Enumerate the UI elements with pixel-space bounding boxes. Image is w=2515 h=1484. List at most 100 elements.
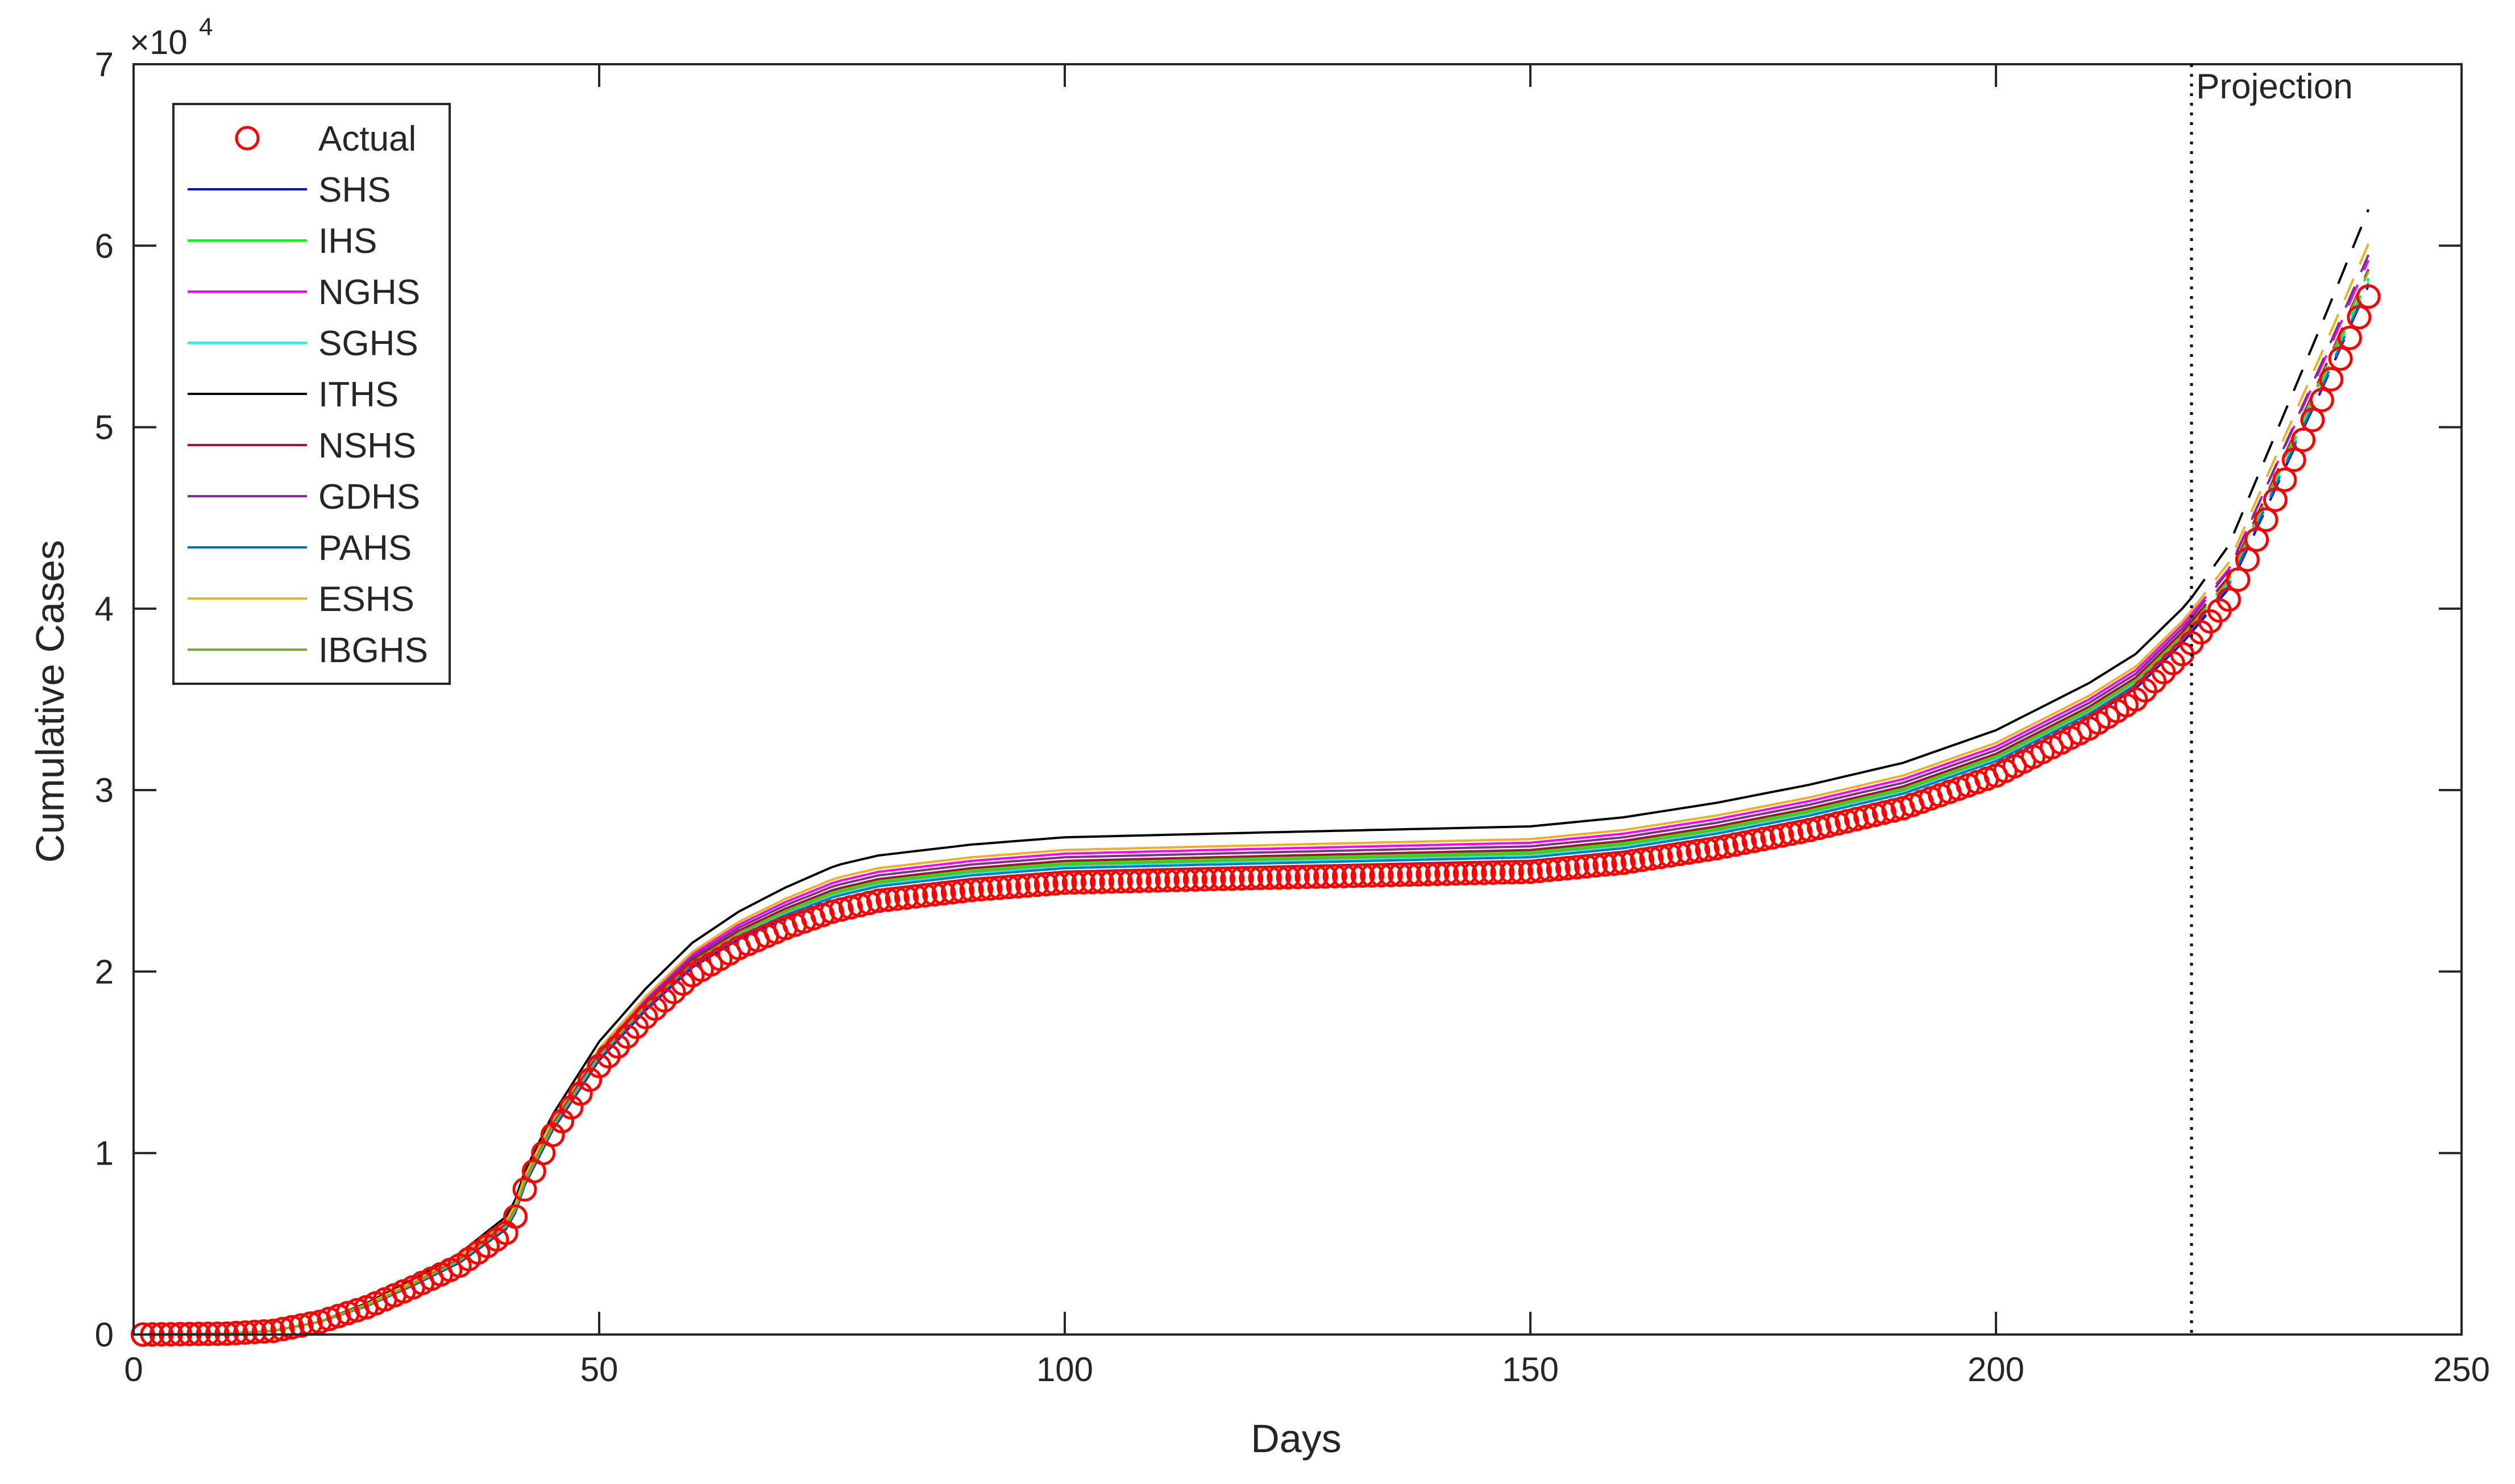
x-tick-label: 250 [2433, 1350, 2490, 1389]
actual-point [1034, 872, 1059, 896]
y-exponent-label: ×10 4 [130, 13, 213, 61]
actual-point [866, 888, 891, 913]
actual-point [1452, 861, 1478, 886]
actual-point [2356, 284, 2381, 309]
actual-point [1462, 861, 1487, 886]
actual-point [1862, 803, 1887, 828]
actual-point [894, 885, 919, 910]
actual-point [1741, 829, 1766, 853]
y-axis-label: Cumulative Cases [28, 540, 72, 863]
actual-point [1192, 867, 1217, 892]
actual-point [1080, 870, 1105, 895]
actual-point [1229, 866, 1254, 891]
actual-point [1835, 809, 1860, 834]
actual-point [1201, 867, 1226, 892]
actual-point [1248, 866, 1273, 891]
actual-point [1546, 857, 1571, 882]
x-tick-label: 150 [1502, 1350, 1559, 1389]
actual-point [503, 1204, 528, 1229]
actual-point [885, 886, 910, 911]
actual-point [289, 1313, 314, 1338]
actual-point [1704, 835, 1729, 861]
actual-point [969, 877, 994, 901]
y-tick-label: 7 [95, 45, 114, 84]
series-line-eshs [143, 609, 2193, 1336]
actual-point [1267, 865, 1292, 890]
actual-point [875, 887, 900, 912]
series-projection-gdhs [2190, 254, 2370, 619]
legend-label-sghs: SGHS [318, 324, 418, 363]
actual-point [1574, 854, 1599, 879]
actual-point [1537, 858, 1562, 883]
actual-point [1825, 811, 1850, 836]
actual-point [1807, 816, 1832, 841]
actual-point [2347, 305, 2372, 330]
actual-point [1648, 845, 1673, 870]
actual-point [1527, 858, 1552, 883]
actual-point [1015, 873, 1040, 898]
actual-point [1732, 830, 1757, 855]
actual-point [1304, 864, 1329, 889]
x-tick-label: 100 [1036, 1350, 1093, 1389]
actual-point [2337, 326, 2362, 350]
actual-point [2244, 527, 2269, 552]
actual-point [2253, 507, 2279, 532]
actual-point [1816, 813, 1841, 838]
actual-point [1797, 817, 1822, 842]
actual-point [1341, 863, 1366, 888]
actual-point [940, 880, 965, 905]
actual-point [1769, 823, 1794, 848]
actual-point [1509, 859, 1534, 884]
x-tick-label: 200 [1968, 1350, 2024, 1389]
legend-label-nshs: NSHS [318, 426, 416, 465]
actual-point [903, 884, 928, 909]
y-tick-label: 1 [95, 1134, 114, 1173]
x-axis-label: Days [1251, 1416, 1341, 1461]
legend-label-eshs: ESHS [318, 580, 414, 619]
actual-point [1760, 825, 1785, 850]
actual-point [2328, 346, 2353, 371]
actual-point [1127, 868, 1152, 893]
actual-point [1555, 855, 1580, 880]
projection-marker: Projection [2190, 64, 2353, 1335]
actual-point [1360, 863, 1384, 888]
y-tick-label: 3 [95, 771, 114, 809]
actual-point [2263, 487, 2288, 512]
actual-point [1667, 842, 1692, 866]
actual-point [280, 1315, 304, 1340]
actual-point [1099, 869, 1124, 894]
actual-point [2217, 587, 2241, 612]
series-projection-eshs [2190, 243, 2370, 612]
actual-point [1471, 861, 1496, 886]
actual-point [2291, 427, 2315, 452]
actual-point [1285, 864, 1310, 889]
actual-point [1006, 874, 1031, 899]
actual-point [978, 876, 1003, 901]
actual-point [1564, 855, 1589, 880]
legend-label-nghs: NGHS [318, 273, 420, 312]
actual-point [1751, 826, 1775, 851]
actual-point [1257, 865, 1282, 890]
legend-label-iths: ITHS [318, 375, 399, 414]
actual-point [1388, 862, 1413, 887]
actual-point [2226, 567, 2251, 592]
actual-point [251, 1319, 276, 1344]
actual-point [2281, 447, 2306, 472]
projection-label: Projection [2196, 67, 2353, 106]
plot-background [134, 64, 2462, 1335]
actual-point [223, 1320, 248, 1345]
actual-point [1686, 838, 1711, 863]
actual-point [1164, 867, 1189, 892]
y-exponent-power: 4 [199, 13, 213, 41]
actual-point [1108, 869, 1133, 894]
actual-point [2235, 547, 2260, 572]
actual-point [1676, 840, 1701, 865]
actual-point [1369, 863, 1394, 888]
actual-point [1397, 862, 1422, 887]
actual-point [1239, 866, 1264, 891]
actual-point [1043, 871, 1068, 896]
actual-point [1695, 837, 1720, 862]
actual-point [1844, 807, 1869, 832]
actual-point [931, 881, 956, 905]
